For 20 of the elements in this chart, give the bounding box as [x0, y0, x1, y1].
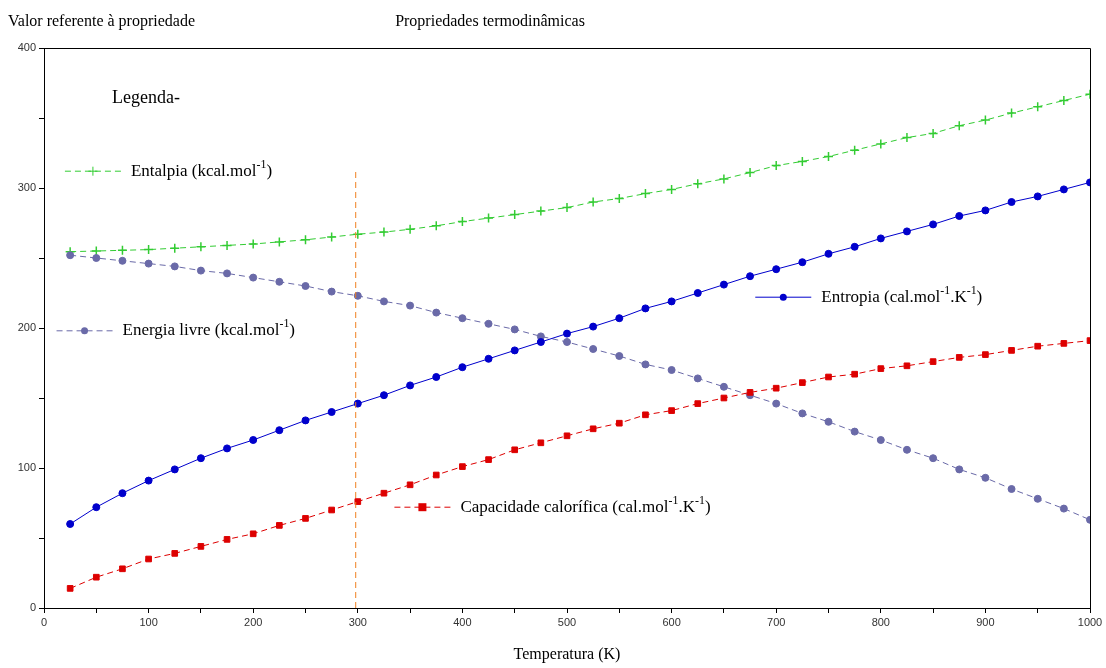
chart-title: Propriedades termodinâmicas	[395, 12, 585, 31]
y-tick-label: 400	[17, 41, 36, 54]
x-tick-label: 600	[662, 615, 681, 628]
y-tick-label: 200	[17, 321, 36, 334]
y-axis-title: Valor referente à propriedade	[8, 12, 195, 31]
y-tick-label: 0	[29, 601, 36, 614]
x-tick-label: 800	[871, 615, 890, 628]
y-tick-label: 100	[17, 461, 36, 474]
x-tick-label: 200	[244, 615, 263, 628]
x-tick-label: 300	[348, 615, 367, 628]
x-tick-label: 100	[139, 615, 158, 628]
x-tick-label: 900	[976, 615, 995, 628]
y-tick-label: 300	[17, 181, 36, 194]
legend-title: Legenda-	[111, 87, 180, 108]
x-tick-label: 500	[557, 615, 577, 628]
x-tick-label: 400	[453, 615, 472, 628]
x-axis-title: Temperatura (K)	[513, 645, 621, 664]
x-tick-label: 700	[767, 615, 786, 628]
x-tick-label: 1000	[1077, 615, 1103, 628]
x-tick-label: 0	[40, 615, 48, 628]
